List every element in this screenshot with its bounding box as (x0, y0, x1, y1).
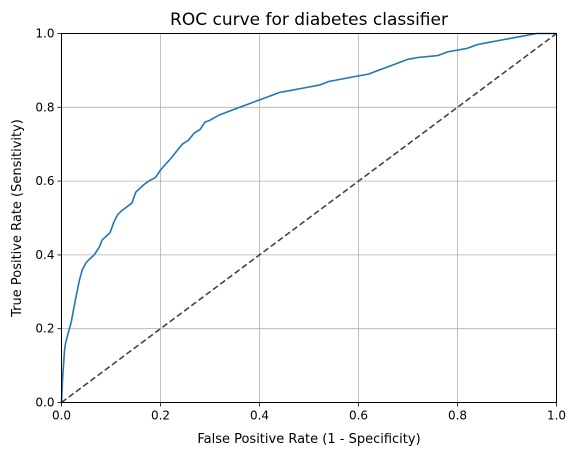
y-tick-label: 0.2 (35, 322, 54, 336)
axis-ticks: 0.0 0.2 0.4 0.6 0.8 1.0 0.0 0.2 0.4 0.6 0.8 1.0 (35, 27, 566, 423)
chance-diagonal-line (61, 32, 557, 404)
x-tick-label: 0.6 (349, 409, 368, 423)
y-axis-label: True Positive Rate (Sensitivity) (10, 119, 25, 318)
data-series (60, 32, 557, 404)
x-tick-label: 0.0 (52, 409, 71, 423)
plot-frame (61, 33, 557, 403)
x-tick-label: 0.8 (448, 409, 467, 423)
x-tick-label: 0.4 (250, 409, 269, 423)
roc-curve-line (60, 32, 557, 403)
y-tick-label: 0.0 (35, 396, 54, 410)
x-tick-label: 1.0 (547, 409, 566, 423)
x-tick-label: 0.2 (151, 409, 170, 423)
y-tick-label: 0.8 (35, 100, 54, 114)
y-tick-label: 1.0 (35, 27, 54, 41)
y-tick-label: 0.6 (35, 174, 54, 188)
x-axis-label: False Positive Rate (1 - Specificity) (197, 432, 420, 447)
chart-title: ROC curve for diabetes classifier (170, 10, 448, 30)
y-tick-label: 0.4 (35, 248, 54, 262)
